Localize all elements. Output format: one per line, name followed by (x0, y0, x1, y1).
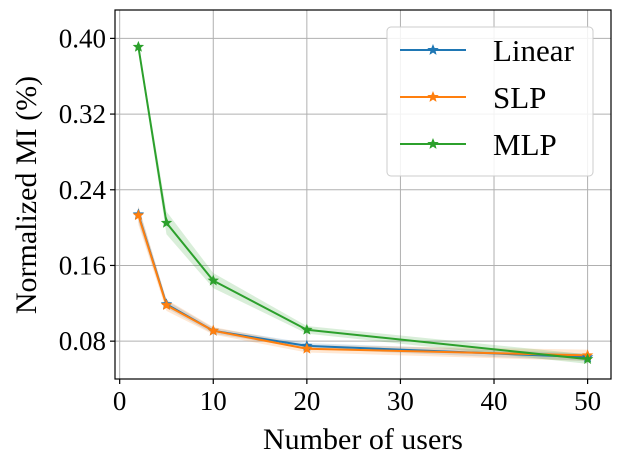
point-slp (132, 209, 145, 221)
legend-box (386, 26, 594, 177)
x-tick-label: 50 (574, 386, 601, 416)
legend-marker-mlp (427, 137, 439, 149)
plot-frame (114, 9, 612, 380)
point-mlp (207, 274, 219, 286)
x-tick-label: 40 (481, 386, 508, 416)
legend-label-mlp: MLP (493, 127, 557, 162)
series-markers (132, 40, 594, 364)
x-tick-label: 20 (293, 386, 320, 416)
x-tick-label: 10 (200, 386, 227, 416)
legend-marker-linear (427, 43, 439, 55)
y-tick-label: 0.24 (59, 175, 107, 205)
point-slp (160, 299, 173, 311)
y-tick-label: 0.16 (59, 250, 106, 280)
x-tick-label: 30 (387, 386, 414, 416)
x-axis-label: Number of users (263, 423, 463, 456)
legend-label-slp: SLP (493, 80, 546, 115)
point-mlp (581, 353, 594, 364)
y-tick-label: 0.40 (59, 23, 106, 53)
point-mlp (301, 323, 313, 335)
y-tick-label: 0.08 (59, 326, 106, 356)
y-tick-label: 0.32 (59, 99, 106, 129)
legend-label-linear: Linear (493, 33, 575, 68)
axis-ticks: 0 10 20 30 40 50 0.08 0.16 0.24 0.32 0.40 (59, 23, 601, 416)
point-mlp (160, 216, 173, 228)
point-slp (301, 342, 313, 354)
point-slp (207, 324, 219, 336)
legend: Linear SLP MLP (386, 26, 594, 177)
x-tick-label: 0 (113, 386, 127, 416)
legend-marker-slp (427, 90, 439, 102)
y-axis-label: Normalized MI (%) (10, 76, 43, 314)
point-mlp (132, 40, 145, 52)
